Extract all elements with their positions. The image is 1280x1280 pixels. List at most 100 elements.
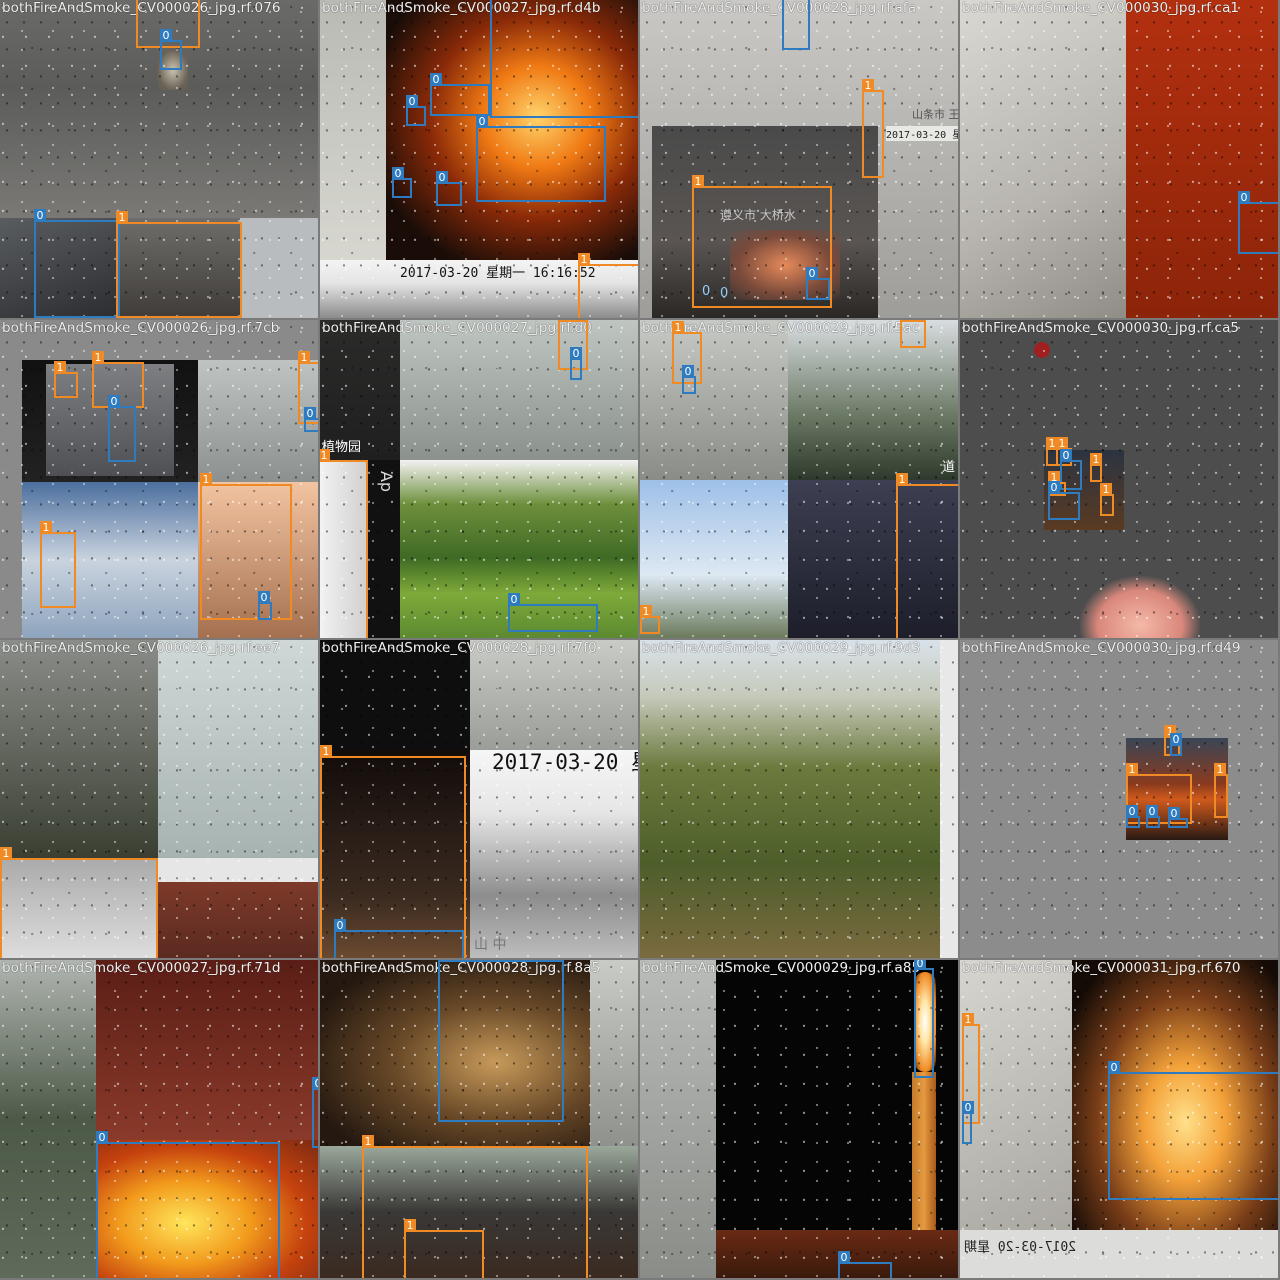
detection-box: 0 bbox=[1108, 1061, 1278, 1200]
scene-corridor bbox=[590, 960, 638, 1146]
class-label: 0 bbox=[436, 171, 448, 184]
class-label: 0 bbox=[304, 407, 316, 420]
detection-box: 0 bbox=[1146, 805, 1160, 828]
detection-box: 1 bbox=[896, 473, 958, 638]
detection-box: 1 bbox=[404, 1219, 484, 1278]
detection-box: 0 bbox=[334, 919, 464, 958]
tile-title: bothFireAndSmoke_CV000029_jpg.rf.9d3 bbox=[642, 640, 921, 656]
class-label: 0 bbox=[108, 395, 120, 408]
timestamp-text: 2017-03-20 星期 bbox=[964, 1240, 1077, 1255]
class-label: 1 bbox=[896, 473, 908, 486]
detection-box: 1 bbox=[578, 253, 638, 318]
class-label: 1 bbox=[200, 473, 212, 486]
scene-corridor bbox=[400, 320, 638, 460]
class-label: 1 bbox=[672, 321, 684, 334]
tile: bothFireAndSmoke_CV000027_jpg.rf.71d 0 0 bbox=[0, 960, 318, 1278]
detection-box: 0 bbox=[160, 29, 182, 70]
tile: bothFireAndSmoke_CV000031_jpg.rf.670 201… bbox=[960, 960, 1278, 1278]
detection-box: 0 bbox=[914, 960, 934, 1078]
class-label: 1 bbox=[92, 351, 104, 364]
class-label: 0 bbox=[438, 960, 450, 962]
tile-title: bothFireAndSmoke_CV000031_jpg.rf.670 bbox=[962, 960, 1241, 976]
scene-candle bbox=[912, 1072, 936, 1230]
tile-title: bothFireAndSmoke_CV000030_jpg.rf.d49 bbox=[962, 640, 1241, 656]
tile-title: bothFireAndSmoke_CV000027_jpg.rf.d0 bbox=[322, 320, 592, 336]
class-label: 0 bbox=[1168, 807, 1180, 820]
detection-box: 1 bbox=[862, 79, 884, 178]
tile: bothFireAndSmoke_CV000026_jpg.rf.076 1 0… bbox=[0, 0, 318, 318]
class-label: 0 bbox=[96, 1131, 108, 1144]
sign-text: Ap bbox=[377, 470, 397, 493]
tile-title: bothFireAndSmoke_CV000026_jpg.rf.7cb bbox=[2, 320, 280, 336]
tile-title: bothFireAndSmoke_CV000030_jpg.rf.ca5 bbox=[962, 320, 1240, 336]
detection-box: 1 bbox=[900, 320, 926, 348]
tile: bothFireAndSmoke_CV000029_jpg.rf.a85 0 0 bbox=[640, 960, 958, 1278]
scene-red-wall bbox=[96, 960, 318, 1140]
tile-title: bothFireAndSmoke_CV000029_jpg.rf.a85 bbox=[642, 960, 921, 976]
detection-box: 0 bbox=[430, 73, 490, 116]
scene-finger bbox=[1080, 576, 1200, 638]
class-label: 0 bbox=[392, 167, 404, 180]
class-label: 1 bbox=[1100, 483, 1112, 496]
detection-box: 1 bbox=[1090, 453, 1102, 482]
tile-title: bothFireAndSmoke_CV000028_jpg.rf.afa bbox=[642, 0, 917, 16]
detection-box: 0 bbox=[962, 1101, 974, 1144]
detection-box: 1 bbox=[1100, 483, 1114, 516]
class-label: 1 bbox=[1126, 763, 1138, 776]
scene-foggy-forest bbox=[0, 960, 96, 1278]
class-label: 1 bbox=[692, 175, 704, 188]
tile-title: bothFireAndSmoke_CV000028_jpg.rf.7f0 bbox=[322, 640, 597, 656]
detection-box: 0 bbox=[108, 395, 136, 462]
class-label: 0 bbox=[1108, 1061, 1120, 1074]
scene-wall bbox=[320, 0, 386, 260]
class-label: 1 bbox=[862, 79, 874, 92]
class-label: 0 bbox=[1146, 805, 1158, 818]
detection-box: 0 bbox=[806, 267, 830, 300]
class-label: 0 bbox=[682, 365, 694, 378]
tile: bothFireAndSmoke_CV000027_jpg.rf.d0 植物园 … bbox=[320, 320, 638, 638]
class-label: 1 bbox=[116, 211, 128, 224]
class-label: 0 bbox=[838, 1251, 850, 1264]
tile: bothFireAndSmoke_CV000029_jpg.rf.5ac 道 1… bbox=[640, 320, 958, 638]
class-label: 0 bbox=[1238, 191, 1250, 204]
class-label: 0 bbox=[570, 347, 582, 360]
class-label: 0 bbox=[1126, 805, 1138, 818]
timestamp-text: 2017-03-20 星 bbox=[492, 750, 638, 774]
scene-edge bbox=[940, 640, 958, 958]
scene-red-dot bbox=[1034, 342, 1050, 358]
detection-box: 0 bbox=[1170, 733, 1182, 756]
detection-box: 0 bbox=[436, 171, 462, 206]
detection-box: 0 bbox=[1238, 191, 1278, 254]
class-label: 0 bbox=[334, 919, 346, 932]
class-label: 1 bbox=[578, 253, 590, 266]
class-label: 1 bbox=[362, 1135, 374, 1148]
scene-wall bbox=[240, 218, 318, 318]
detection-box: 1 bbox=[54, 361, 78, 398]
class-label: 0 bbox=[1060, 449, 1072, 462]
detection-box: 0 bbox=[34, 209, 120, 318]
class-label: 0 bbox=[476, 115, 488, 128]
detection-box: 0 bbox=[1048, 481, 1080, 520]
scene-street-glow bbox=[716, 1230, 958, 1278]
detection-box: 1 bbox=[640, 605, 660, 634]
detection-box: 0 bbox=[570, 347, 582, 380]
scene-corridor bbox=[640, 960, 716, 1278]
timestamp-text: 2017-03-20 星期一 16:16:52 bbox=[400, 266, 596, 281]
location-text: 山条市 王桥 bbox=[912, 108, 958, 121]
class-label: 0 bbox=[34, 209, 46, 222]
tile-title: bothFireAndSmoke_CV000026_jpg.rf.ee7 bbox=[2, 640, 281, 656]
detection-box: 1 bbox=[116, 211, 242, 318]
class-label: 0 bbox=[1170, 733, 1182, 746]
tile: bothFireAndSmoke_CV000028_jpg.rf.7f0 201… bbox=[320, 640, 638, 958]
class-label: 0 bbox=[160, 29, 172, 42]
tile-title: bothFireAndSmoke_CV000027_jpg.rf.71d bbox=[2, 960, 281, 976]
tile: bothFireAndSmoke_CV000026_jpg.rf.ee7 1 bbox=[0, 640, 318, 958]
tile: bothFireAndSmoke_CV000030_jpg.rf.ca1 0 bbox=[960, 0, 1278, 318]
tile: bothFireAndSmoke_CV000027_jpg.rf.d4b 201… bbox=[320, 0, 638, 318]
class-label: 0 bbox=[914, 960, 926, 970]
scene-forest bbox=[788, 320, 958, 480]
class-label: 1 bbox=[298, 351, 310, 364]
class-label: 1 bbox=[640, 605, 652, 618]
scene-corridor bbox=[640, 320, 788, 480]
